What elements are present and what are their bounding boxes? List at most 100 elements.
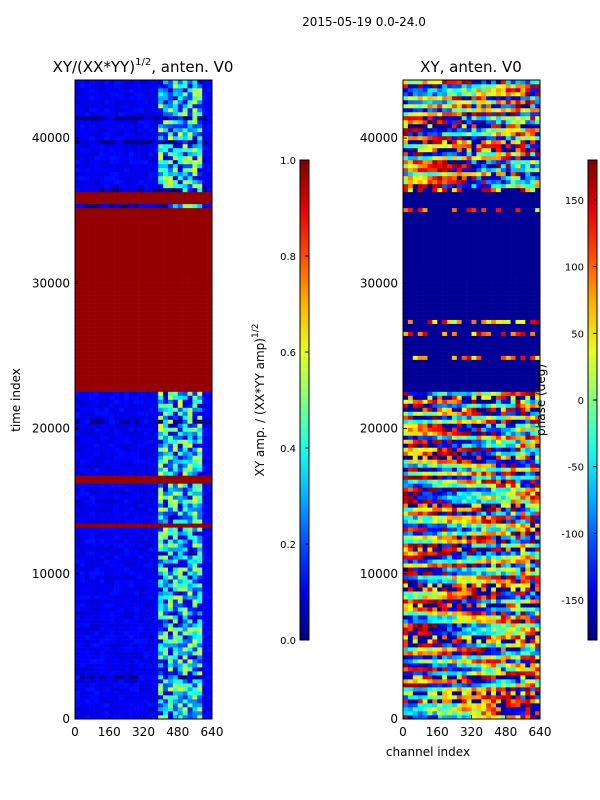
heat-cell xyxy=(172,263,179,268)
heat-cell xyxy=(197,379,203,384)
heat-cell xyxy=(207,543,213,548)
heat-cell xyxy=(99,315,105,320)
heat-cell xyxy=(148,231,154,237)
heat-cell xyxy=(128,375,135,380)
y-tick-label: 20000 xyxy=(32,422,70,436)
heat-cell xyxy=(143,635,149,640)
heat-cell xyxy=(75,455,81,460)
heat-cell xyxy=(202,607,208,612)
heat-cell xyxy=(207,527,213,532)
heat-cell xyxy=(207,171,213,177)
heat-cell xyxy=(133,147,139,153)
heat-cell xyxy=(187,211,193,217)
heat-cell xyxy=(148,571,154,576)
heat-cell xyxy=(104,279,110,284)
heat-cell xyxy=(177,459,183,464)
heat-cell xyxy=(138,583,144,588)
heat-cell xyxy=(451,707,458,712)
heat-cell xyxy=(109,151,115,157)
heat-cell xyxy=(182,87,188,93)
heat-cell xyxy=(207,615,213,620)
heat-cell xyxy=(94,327,100,332)
heat-cell xyxy=(133,199,139,205)
heat-cell xyxy=(89,267,95,272)
heat-cell xyxy=(202,83,208,89)
heat-cell xyxy=(123,535,130,540)
heat-cell xyxy=(89,239,95,245)
heat-cell xyxy=(403,691,409,696)
heat-cell xyxy=(123,267,130,272)
heat-cell xyxy=(138,259,144,265)
heat-cell xyxy=(94,511,100,516)
heat-cell xyxy=(114,80,120,85)
heat-cell xyxy=(99,235,105,241)
heat-cell xyxy=(163,467,169,472)
heat-cell xyxy=(99,239,105,245)
heat-cell xyxy=(119,519,125,524)
heat-cell xyxy=(94,507,100,512)
heat-cell xyxy=(187,475,193,480)
heat-cell xyxy=(84,699,90,704)
heat-cell xyxy=(75,463,81,468)
heat-cell xyxy=(79,467,86,472)
heat-cell xyxy=(114,655,120,660)
heat-cell xyxy=(167,179,174,185)
heat-cell xyxy=(182,163,188,169)
heat-cell xyxy=(109,699,115,704)
heat-cell xyxy=(109,247,115,253)
heat-cell xyxy=(187,199,193,205)
heat-cell xyxy=(197,623,203,628)
heat-cell xyxy=(75,339,81,344)
heat-cell xyxy=(123,375,130,380)
heat-cell xyxy=(114,187,120,193)
heat-cell xyxy=(153,279,159,284)
heat-cell xyxy=(202,123,208,129)
left-panel: XY/(XX*YY)1/2, anten. V0 0 160 320 480 640 0… xyxy=(9,57,233,739)
heat-cell xyxy=(143,715,149,720)
heat-cell xyxy=(158,455,164,460)
heat-cell xyxy=(109,347,115,352)
heat-cell xyxy=(94,231,100,237)
heat-cell xyxy=(89,87,95,93)
heat-cell xyxy=(128,267,135,272)
heat-cell xyxy=(182,667,188,672)
heat-cell xyxy=(158,479,164,484)
heat-cell xyxy=(412,659,418,664)
heat-cell xyxy=(177,647,183,652)
heat-cell xyxy=(138,87,144,93)
heat-cell xyxy=(94,679,100,684)
heat-cell xyxy=(192,263,198,268)
heat-cell xyxy=(192,207,198,213)
heat-cell xyxy=(75,599,81,604)
heat-cell xyxy=(143,587,149,592)
heat-cell xyxy=(182,375,188,380)
heat-cell xyxy=(192,223,198,229)
heat-cell xyxy=(148,211,154,217)
heat-cell xyxy=(94,707,100,712)
heat-cell xyxy=(182,315,188,320)
heat-cell xyxy=(79,167,86,173)
heat-cell xyxy=(109,579,115,584)
heat-cell xyxy=(163,327,169,332)
heat-cell xyxy=(476,655,482,660)
heat-cell xyxy=(167,415,174,420)
heat-cell xyxy=(197,567,203,572)
heat-cell xyxy=(123,115,130,121)
heat-cell xyxy=(177,667,183,672)
heat-cell xyxy=(128,667,135,672)
heat-cell xyxy=(75,687,81,692)
heat-cell xyxy=(75,159,81,165)
heat-cell xyxy=(123,611,130,616)
heat-cell xyxy=(128,127,135,133)
heat-cell xyxy=(104,403,110,408)
heat-cell xyxy=(177,187,183,193)
heat-cell xyxy=(84,355,90,360)
heat-cell xyxy=(172,303,179,308)
heat-cell xyxy=(207,495,213,500)
heat-cell xyxy=(148,687,154,692)
heat-cell xyxy=(114,311,120,316)
heat-cell xyxy=(461,715,467,720)
heat-cell xyxy=(182,683,188,688)
heat-cell xyxy=(153,179,159,185)
heat-cell xyxy=(422,711,428,716)
